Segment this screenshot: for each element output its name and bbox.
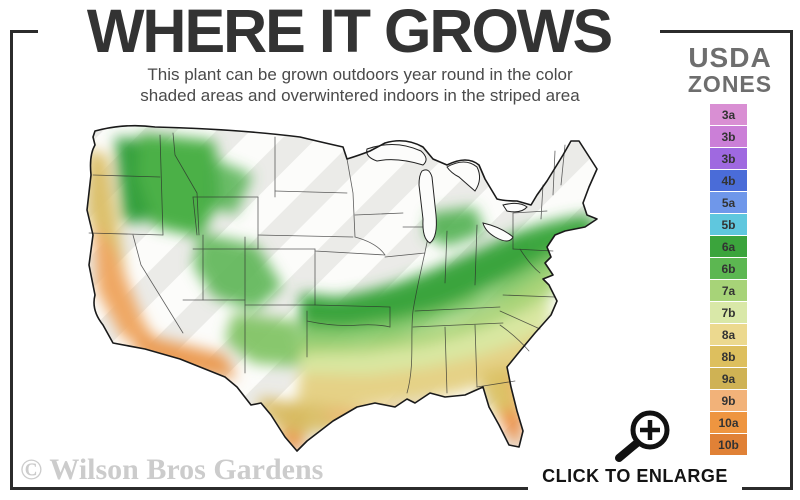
usda-heading-line-1: USDA	[688, 42, 772, 73]
zone-label: 7b	[721, 305, 736, 320]
zone-label: 5b	[721, 217, 736, 232]
zone-swatch-10b-15: 10b	[710, 434, 747, 455]
zone-swatch-5a-4: 5a	[710, 192, 747, 213]
watermark: © Wilson Bros Gardens	[20, 453, 324, 486]
zone-label: 10a	[718, 415, 739, 430]
lake-michigan	[418, 169, 437, 244]
us-zones-map-svg	[86, 124, 598, 452]
zone-swatch-6b-7: 6b	[710, 258, 747, 279]
zone-swatch-3a-0: 3a	[710, 104, 747, 125]
subtitle: This plant can be grown outdoors year ro…	[60, 64, 660, 106]
us-zones-map[interactable]	[85, 115, 665, 463]
zone-swatch-9a-12: 9a	[710, 368, 747, 389]
zone-label: 3b	[721, 151, 736, 166]
lake-huron	[446, 161, 481, 192]
usda-heading-line-2: ZONES	[687, 71, 773, 97]
zone-swatch-10a-14: 10a	[710, 412, 747, 433]
zone-label: 9a	[721, 371, 736, 386]
zone-swatch-8a-10: 8a	[710, 324, 747, 345]
zone-swatch-6a-6: 6a	[710, 236, 747, 257]
state-borders	[88, 132, 566, 394]
zone-swatch-7b-9: 7b	[710, 302, 747, 323]
zone-color-shading	[87, 133, 595, 452]
lake-ontario	[502, 202, 528, 213]
zone-label: 6b	[721, 261, 736, 276]
zone-swatch-8b-11: 8b	[710, 346, 747, 367]
zone-label: 3a	[721, 107, 736, 122]
zone-swatch-3b-1: 3b	[710, 126, 747, 147]
lake-erie	[482, 222, 514, 242]
great-lakes	[366, 144, 528, 244]
zone-label: 3b	[721, 129, 736, 144]
click-to-enlarge-button[interactable]: CLICK TO ENLARGE	[528, 463, 742, 493]
zone-label: 10b	[718, 437, 739, 452]
usda-zones-heading: USDA ZONES	[680, 42, 780, 97]
zone-swatch-9b-13: 9b	[710, 390, 747, 411]
usda-zone-legend: 3a 3b 3b 4b 5a 5b 6a 6b 7a 7b 8a 8b 9a 9b 10a 10b	[710, 104, 748, 456]
zone-label: 4b	[721, 173, 736, 188]
zone-label: 7a	[721, 283, 736, 298]
us-outline	[86, 124, 598, 452]
zone-label: 9b	[721, 393, 736, 408]
zone-label: 6a	[721, 239, 736, 254]
zone-label: 5a	[721, 195, 736, 210]
zone-swatch-3b-2: 3b	[710, 148, 747, 169]
zone-label: 8a	[721, 327, 736, 342]
zone-label: 8b	[721, 349, 736, 364]
subtitle-line-1: This plant can be grown outdoors year ro…	[147, 65, 573, 84]
subtitle-line-2: shaded areas and overwintered indoors in…	[140, 86, 580, 105]
page-title: WHERE IT GROWS	[38, 0, 660, 64]
zone-swatch-5b-5: 5b	[710, 214, 747, 235]
magnifier-plus-icon[interactable]	[612, 406, 676, 464]
zone-swatch-4b-3: 4b	[710, 170, 747, 191]
zone-swatch-7a-8: 7a	[710, 280, 747, 301]
lake-superior	[366, 144, 427, 166]
